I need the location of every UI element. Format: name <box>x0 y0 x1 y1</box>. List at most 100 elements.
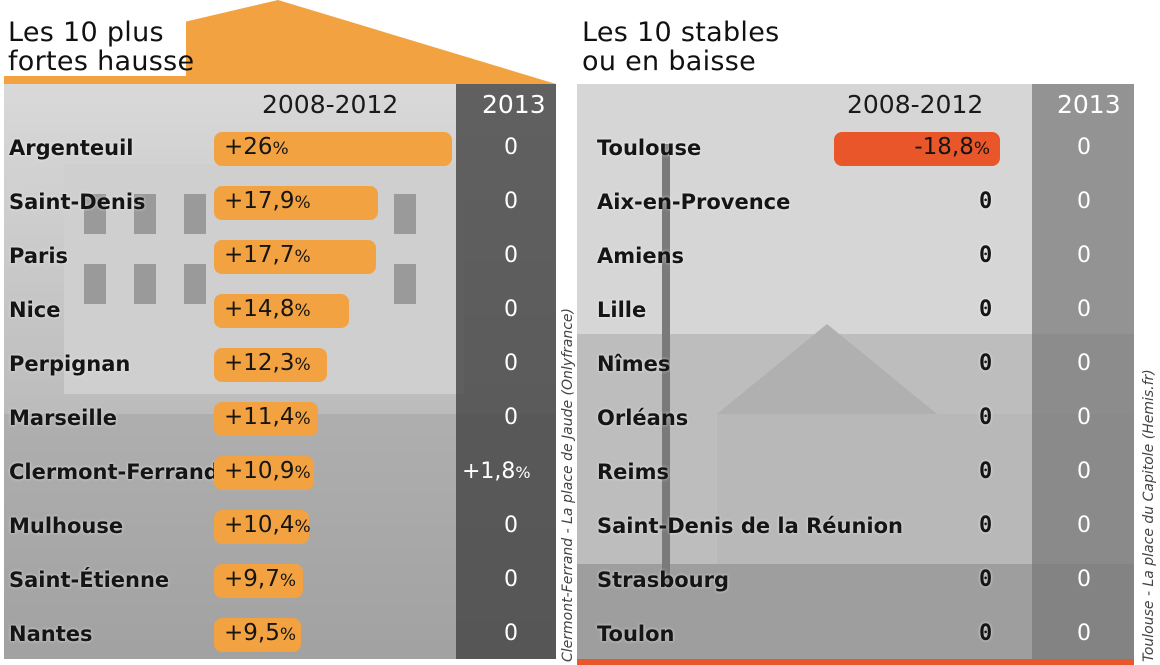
bar-2008-2012 <box>214 456 314 490</box>
right-header-2008-2012: 2008-2012 <box>847 90 984 119</box>
right-2013-column <box>1032 84 1134 659</box>
percent-sign: % <box>294 301 311 321</box>
city-label: Argenteuil <box>9 136 134 160</box>
city-label: Aix-en-Provence <box>597 190 791 214</box>
percent-sign: % <box>272 139 289 159</box>
value-2013: 0 <box>1077 189 1091 214</box>
value-2013: 0 <box>1077 405 1091 430</box>
right-title-line1: Les 10 stables <box>582 17 780 48</box>
value-2013: 0 <box>1077 513 1091 538</box>
right-photo-caption: Toulouse - La place du Capitole (Hemis.f… <box>1141 369 1157 662</box>
value-2008-2012: 0 <box>979 243 993 268</box>
value-2013: 0 <box>504 135 518 160</box>
bar-value-label: +26% <box>224 134 289 160</box>
value-2008-2012: 0 <box>979 513 993 538</box>
city-label: Nice <box>9 298 61 322</box>
bar-value-label: +14,8% <box>224 296 311 322</box>
value-2013: 0 <box>504 297 518 322</box>
value-2008-2012: 0 <box>979 351 993 376</box>
value-2013: 0 <box>1077 459 1091 484</box>
left-header-2008-2012: 2008-2012 <box>262 90 399 119</box>
right-header-2013: 2013 <box>1057 90 1121 119</box>
value-2013: 0 <box>504 621 518 646</box>
right-title-line2: ou en baisse <box>582 46 757 77</box>
city-label: Clermont-Ferrand <box>9 460 219 484</box>
bar-2008-2012 <box>834 132 1000 166</box>
value-2008-2012: 0 <box>979 405 993 430</box>
right-chart-panel: 2008-2012 2013 Toulouse -18,8% 0 Aix-en-Pro… <box>577 84 1134 659</box>
value-2013: +1,8% <box>462 459 531 484</box>
city-label: Reims <box>597 460 669 484</box>
city-label: Toulon <box>597 622 675 646</box>
bar-2008-2012 <box>214 618 301 652</box>
percent-sign: % <box>279 625 297 645</box>
city-label: Saint-Denis de la Réunion <box>597 514 903 538</box>
value-2008-2012: 0 <box>979 567 993 592</box>
city-label: Saint-Étienne <box>9 568 170 592</box>
bar-value-label: +10,4% <box>224 512 311 538</box>
percent-sign: % <box>279 571 297 591</box>
right-bottom-accent-line <box>577 659 1134 665</box>
city-label: Orléans <box>597 406 689 430</box>
right-title: Les 10 stables ou en baisse <box>582 18 780 76</box>
bar-2008-2012 <box>214 240 376 274</box>
percent-sign: % <box>973 139 990 159</box>
city-label: Mulhouse <box>9 514 124 538</box>
city-label: Perpignan <box>9 352 131 376</box>
value-2008-2012: 0 <box>979 189 993 214</box>
bar-value-label: +11,4% <box>224 404 311 430</box>
value-2013: 0 <box>504 567 518 592</box>
percent-sign: % <box>294 463 311 483</box>
value-2008-2012: 0 <box>979 621 993 646</box>
bar-2008-2012 <box>214 294 349 328</box>
left-chart-panel: 2008-2012 2013 Argenteuil +26% 0 Saint-Deni… <box>4 84 556 659</box>
left-photo-caption: Clermont-Ferrand - La place de Jaude (On… <box>560 308 576 662</box>
value-2013: 0 <box>1077 243 1091 268</box>
value-2013: 0 <box>1077 621 1091 646</box>
value-2013: 0 <box>504 243 518 268</box>
city-label: Nantes <box>9 622 93 646</box>
percent-sign: % <box>294 355 311 375</box>
city-label: Saint-Denis <box>9 190 146 214</box>
city-label: Strasbourg <box>597 568 729 592</box>
percent-sign: % <box>294 517 311 537</box>
bar-2008-2012 <box>214 132 452 166</box>
value-2013: 0 <box>504 405 518 430</box>
bar-value-label: +9,7% <box>224 566 297 592</box>
percent-sign: % <box>294 193 311 213</box>
percent-sign: % <box>294 409 311 429</box>
value-2013: 0 <box>1077 567 1091 592</box>
value-2013: 0 <box>504 513 518 538</box>
bar-value-label: +17,7% <box>224 242 311 268</box>
value-2008-2012: 0 <box>979 459 993 484</box>
value-2013: 0 <box>1077 351 1091 376</box>
city-label: Lille <box>597 298 647 322</box>
left-title-line2: fortes hausse <box>8 46 195 77</box>
bar-2008-2012 <box>214 402 318 436</box>
left-header-2013: 2013 <box>482 90 546 119</box>
bar-2008-2012 <box>214 510 309 544</box>
value-2008-2012: 0 <box>979 297 993 322</box>
bar-value-label: +10,9% <box>224 458 311 484</box>
city-label: Nîmes <box>597 352 671 376</box>
left-title-line1: Les 10 plus <box>8 17 164 48</box>
bar-2008-2012 <box>214 348 327 382</box>
city-label: Amiens <box>597 244 685 268</box>
value-2013: 0 <box>504 189 518 214</box>
bar-value-label: +9,5% <box>224 620 297 646</box>
city-label: Toulouse <box>597 136 702 160</box>
left-2013-column <box>456 84 556 659</box>
bar-value-label: +12,3% <box>224 350 311 376</box>
value-2013: 0 <box>504 351 518 376</box>
percent-sign: % <box>515 463 531 482</box>
bar-2008-2012 <box>214 186 378 220</box>
value-2013: 0 <box>1077 297 1091 322</box>
left-title: Les 10 plus fortes hausse <box>8 18 194 76</box>
bar-value-label: +17,9% <box>224 188 311 214</box>
left-roof-shape <box>0 0 556 84</box>
percent-sign: % <box>294 247 311 267</box>
city-label: Marseille <box>9 406 118 430</box>
bar-2008-2012 <box>214 564 303 598</box>
city-label: Paris <box>9 244 69 268</box>
bar-value-label: -18,8% <box>914 134 990 160</box>
